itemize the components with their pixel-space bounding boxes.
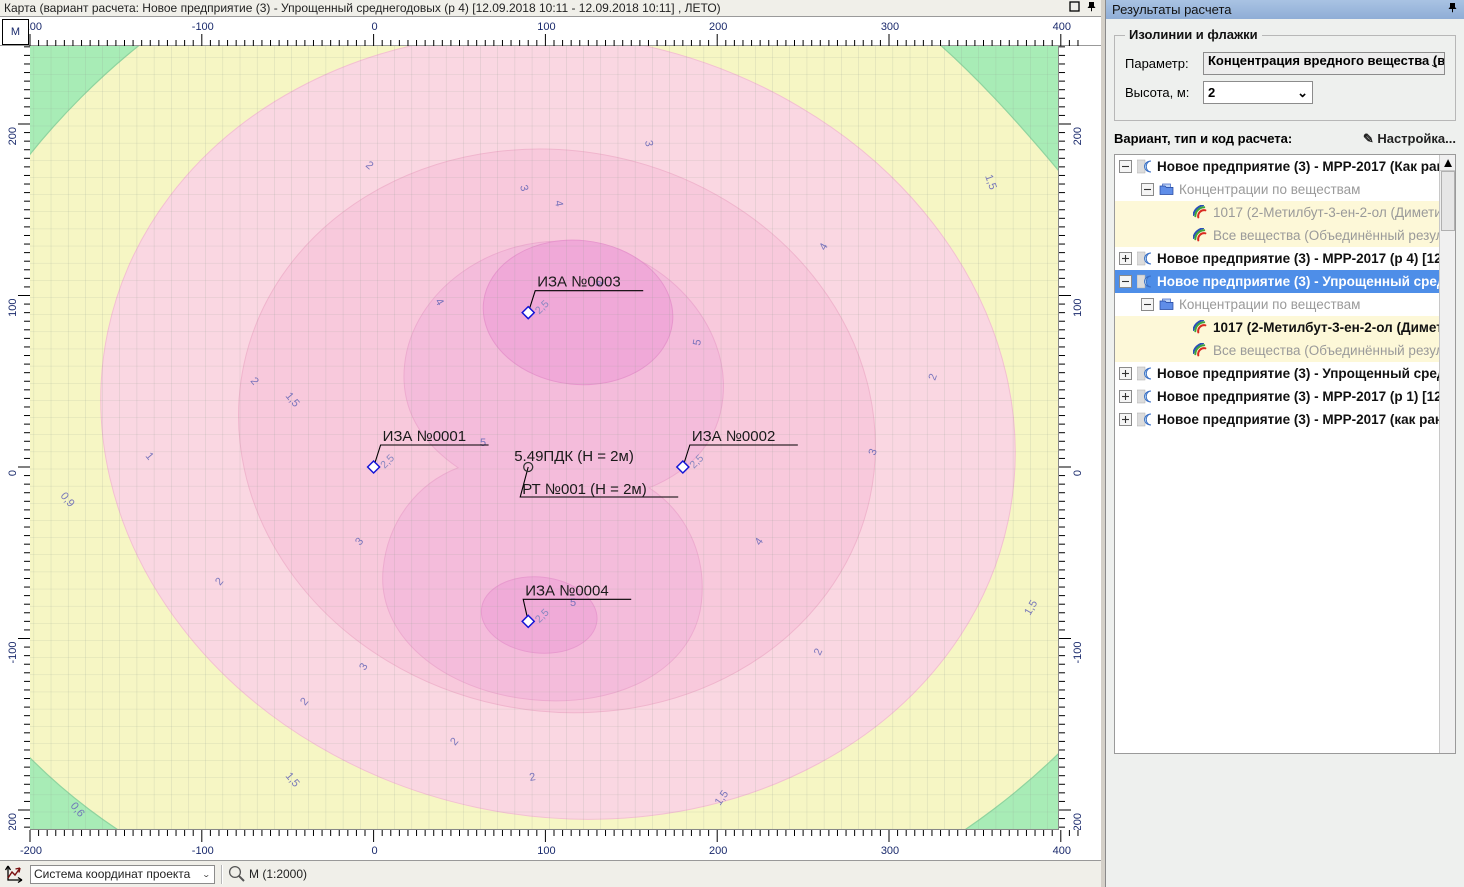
svg-text:0: 0 bbox=[7, 470, 19, 476]
svg-text:-100: -100 bbox=[192, 21, 214, 33]
svg-text:5.49ПДК (Н = 2м): 5.49ПДК (Н = 2м) bbox=[514, 448, 634, 465]
svg-text:5: 5 bbox=[480, 437, 486, 449]
svg-text:200: 200 bbox=[709, 21, 727, 33]
svg-text:0: 0 bbox=[372, 845, 378, 857]
svg-text:200: 200 bbox=[709, 845, 727, 857]
svg-text:-100: -100 bbox=[192, 845, 214, 857]
svg-text:100: 100 bbox=[537, 21, 555, 33]
svg-text:100: 100 bbox=[1072, 299, 1084, 317]
svg-text:400: 400 bbox=[1053, 845, 1071, 857]
svg-text:200: 200 bbox=[7, 127, 19, 145]
svg-text:400: 400 bbox=[1053, 21, 1071, 33]
svg-text:-200: -200 bbox=[20, 845, 42, 857]
svg-text:300: 300 bbox=[881, 21, 899, 33]
svg-text:300: 300 bbox=[881, 845, 899, 857]
svg-text:РТ №001 (Н = 2м): РТ №001 (Н = 2м) bbox=[522, 481, 647, 498]
svg-text:-100: -100 bbox=[7, 642, 19, 664]
svg-text:0: 0 bbox=[1072, 470, 1084, 476]
svg-text:0: 0 bbox=[372, 21, 378, 33]
svg-text:-100: -100 bbox=[1072, 642, 1084, 664]
svg-text:100: 100 bbox=[7, 299, 19, 317]
svg-text:-200: -200 bbox=[7, 813, 19, 830]
svg-text:ИЗА №0002: ИЗА №0002 bbox=[692, 428, 775, 445]
svg-text:200: 200 bbox=[1072, 127, 1084, 145]
svg-text:ИЗА №0004: ИЗА №0004 bbox=[525, 582, 608, 599]
svg-text:ИЗА №0003: ИЗА №0003 bbox=[537, 274, 620, 291]
svg-text:-200: -200 bbox=[1072, 813, 1084, 830]
svg-text:ИЗА №0001: ИЗА №0001 bbox=[383, 428, 466, 445]
svg-text:100: 100 bbox=[537, 845, 555, 857]
